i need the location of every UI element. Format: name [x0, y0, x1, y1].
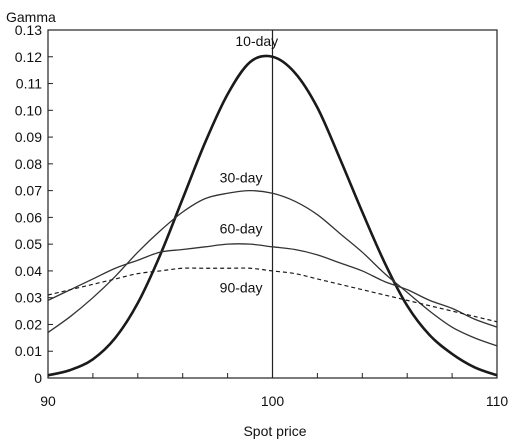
y-tick-label: 0.04 — [15, 263, 42, 279]
y-tick-label: 0.09 — [15, 129, 42, 145]
series-label-30-day: 30-day — [220, 170, 263, 186]
y-tick-label: 0.08 — [15, 156, 42, 172]
y-tick-label: 0.11 — [16, 76, 42, 92]
x-tick-label: 90 — [40, 393, 56, 409]
x-axis-title: Spot price — [243, 423, 306, 439]
x-tick-label: 110 — [486, 393, 509, 409]
y-axis-title: Gamma — [6, 9, 56, 25]
y-tick-label: 0.02 — [15, 316, 42, 332]
series-label-90-day: 90-day — [220, 279, 263, 295]
series-label-10-day: 10-day — [235, 33, 278, 49]
y-tick-label: 0.10 — [15, 102, 42, 118]
series-line-90-day — [47, 267, 498, 323]
y-tick-label: 0.13 — [15, 22, 42, 38]
series-line-30-day — [47, 189, 498, 347]
axes-group: 0 0.01 0.02 0.03 0.04 0.05 0.06 0.07 0.08 0.09 0.1… — [15, 22, 509, 409]
y-tick-label: 0.12 — [15, 49, 42, 65]
y-tick-label: 0.07 — [15, 183, 42, 199]
y-tick-label: 0 — [34, 370, 42, 386]
y-tick-label: 0.01 — [15, 343, 42, 359]
series-group — [47, 54, 498, 377]
series-label-60-day: 60-day — [220, 220, 263, 236]
series-line-10-day — [47, 54, 498, 377]
labels-group: 10-day 30-day 60-day 90-day — [220, 33, 279, 295]
x-tick-label: 100 — [261, 393, 285, 409]
y-tick-label: 0.05 — [15, 236, 42, 252]
y-tick-label: 0.03 — [15, 290, 42, 306]
y-tick-label: 0.06 — [15, 209, 42, 225]
series-line-60-day — [47, 243, 498, 328]
